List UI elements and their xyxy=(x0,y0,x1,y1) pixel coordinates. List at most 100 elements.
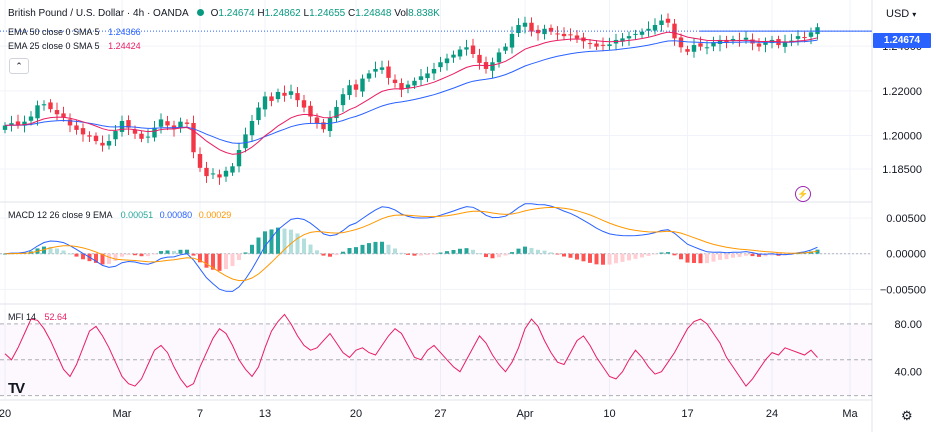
mfi-legend[interactable]: MFI 14 52.64 xyxy=(8,311,67,323)
macd-histogram-bar xyxy=(100,253,105,265)
macd-histogram-bar xyxy=(633,253,638,259)
macd-histogram-bar xyxy=(211,253,215,270)
macd-histogram-bar xyxy=(217,253,222,271)
candle-body xyxy=(269,96,274,101)
collapse-legend-button[interactable]: ⌃ xyxy=(9,58,29,74)
candle-body xyxy=(802,37,807,39)
x-tick-label: 13 xyxy=(259,408,271,420)
candle-body xyxy=(685,49,690,52)
candle-body xyxy=(48,102,53,110)
ohlc-c-key: C xyxy=(348,8,356,19)
macd-histogram-bar xyxy=(334,253,339,256)
candle-body xyxy=(347,85,352,96)
x-tick-label: 17 xyxy=(681,408,693,420)
macd-histogram-bar xyxy=(724,253,729,260)
macd-label: MACD 12 26 close 9 EMA xyxy=(8,210,113,220)
lightning-icon[interactable]: ⚡ xyxy=(795,186,811,202)
ohlc-c-value: 1.24848 xyxy=(355,8,392,19)
macd-histogram-bar xyxy=(601,253,605,265)
signal-line xyxy=(4,206,818,282)
candle-body xyxy=(594,43,599,47)
macd-histogram-bar xyxy=(360,244,365,254)
macd-histogram-bar xyxy=(594,253,599,265)
macd-histogram-bar xyxy=(237,253,241,260)
candle-body xyxy=(87,135,92,137)
macd-histogram-bar xyxy=(425,253,430,256)
candle-body xyxy=(15,121,21,125)
x-tick-label: 7 xyxy=(197,408,203,420)
candle-body xyxy=(626,36,632,39)
candle-body xyxy=(93,135,99,142)
candle-body xyxy=(438,62,443,68)
candle-body xyxy=(126,120,131,128)
candle-body xyxy=(230,166,235,173)
macd-histogram-bar xyxy=(178,249,183,254)
candle-body xyxy=(106,141,112,146)
candle-body xyxy=(67,119,73,126)
macd-histogram-bar xyxy=(328,253,332,257)
macd-histogram-bar xyxy=(412,253,417,256)
candle-body xyxy=(516,24,521,34)
candle-body xyxy=(490,62,495,71)
macd-histogram-bar xyxy=(113,253,118,261)
macd-histogram-bar xyxy=(653,253,657,255)
candle-body xyxy=(795,36,801,39)
candle-body xyxy=(555,33,560,35)
macd-histogram-bar xyxy=(198,253,202,263)
macd-histogram-bar xyxy=(510,252,514,254)
mfi-line xyxy=(4,313,818,388)
macd-legend[interactable]: MACD 12 26 close 9 EMA 0.00051 0.00080 0… xyxy=(8,209,231,221)
macd-histogram-bar xyxy=(74,253,79,257)
candle-body xyxy=(353,84,359,90)
macd-histogram-bar xyxy=(659,252,664,254)
macd-histogram-bar xyxy=(555,253,560,255)
y-tick-label: 1.20000 xyxy=(882,130,922,142)
candle-body xyxy=(314,117,320,124)
candle-body xyxy=(509,33,515,48)
candle-body xyxy=(334,106,339,119)
ema50-label: EMA 50 close 0 SMA 5 xyxy=(8,27,100,37)
tradingview-logo[interactable]: T​V xyxy=(8,380,25,397)
x-tick-label: Apr xyxy=(516,408,533,420)
candle-body xyxy=(535,29,541,34)
macd-histogram-bar xyxy=(516,248,521,254)
candle-body xyxy=(561,33,567,37)
macd-histogram-bar xyxy=(438,252,443,254)
macd-histogram-bar xyxy=(94,253,98,263)
macd-hist-value: 0.00051 xyxy=(120,210,154,220)
symbol-title[interactable]: British Pound / U.S. Dollar · 4h · OANDA xyxy=(8,8,189,19)
macd-histogram-bar xyxy=(477,253,482,255)
macd-histogram-bar xyxy=(386,244,391,254)
x-tick-label: 24 xyxy=(766,408,778,420)
macd-histogram-bar xyxy=(380,241,384,254)
macd-histogram-bar xyxy=(737,253,742,257)
x-tick-label: 10 xyxy=(603,408,615,420)
macd-histogram-bar xyxy=(471,249,475,254)
ohlc-o-key: O xyxy=(210,8,219,19)
candle-body xyxy=(548,27,554,32)
candle-body xyxy=(191,122,196,153)
candle-body xyxy=(763,42,768,45)
currency-selector[interactable]: USD ▾ xyxy=(886,8,916,20)
macd-histogram-bar xyxy=(646,253,651,256)
ema-lines xyxy=(4,31,818,155)
y-tick-label: 1.18500 xyxy=(882,164,922,176)
y-tick-label: 0.00500 xyxy=(886,213,926,225)
macd-histogram-bar xyxy=(393,248,397,254)
mfi-value: 52.64 xyxy=(44,312,68,322)
candle-body xyxy=(2,125,8,130)
ema25-legend[interactable]: EMA 25 close 0 SMA 5 1.24424 xyxy=(8,40,141,52)
ema50-legend[interactable]: EMA 50 close 0 SMA 5 1.24366 xyxy=(8,26,141,38)
macd-histogram-bar xyxy=(165,250,170,254)
candle-body xyxy=(756,43,762,47)
candle-body xyxy=(262,96,268,110)
candle-body xyxy=(529,22,534,32)
ema50-line xyxy=(4,39,818,144)
gear-icon[interactable]: ⚙ xyxy=(901,408,913,423)
candle-body xyxy=(275,91,281,100)
macd-histogram-bar xyxy=(172,250,176,254)
y-tick-label: 0.00000 xyxy=(886,249,926,261)
macd-histogram-bar xyxy=(159,251,163,254)
candle-body xyxy=(704,47,710,49)
